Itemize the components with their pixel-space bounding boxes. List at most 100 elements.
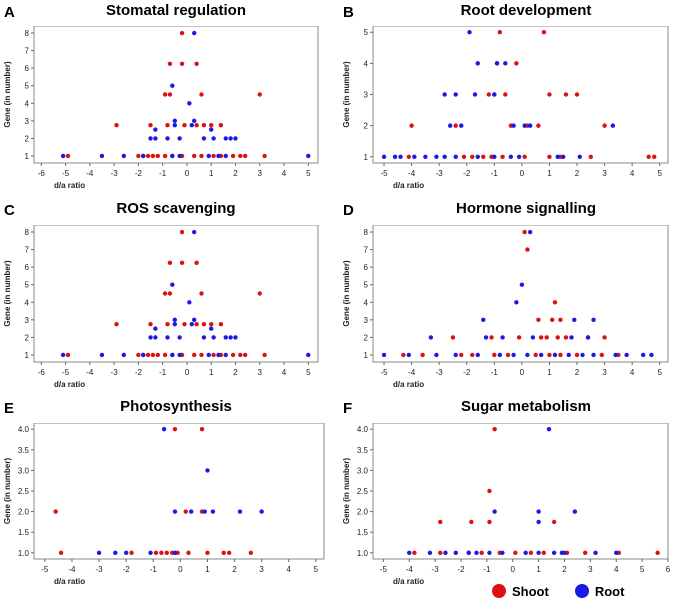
- panel-letter: F: [343, 400, 353, 417]
- shoot-point: [420, 352, 425, 358]
- chart-title: Stomatal regulation: [105, 2, 247, 19]
- shoot-point: [599, 352, 605, 358]
- x-tick-label: 0: [185, 368, 190, 377]
- shoot-point: [406, 154, 412, 159]
- plot-frame: [372, 26, 669, 164]
- shoot-point: [541, 550, 546, 556]
- shoot-point: [53, 509, 58, 514]
- root-point: [172, 317, 177, 323]
- x-tick-label: 2: [575, 169, 580, 178]
- root-point: [161, 426, 167, 432]
- root-point: [187, 101, 192, 106]
- shoot-point: [183, 509, 188, 514]
- root-point: [546, 426, 552, 432]
- shoot-point: [148, 123, 153, 128]
- shoot-point: [211, 352, 216, 358]
- root-point: [474, 550, 479, 556]
- x-tick-label: -3: [111, 169, 119, 178]
- panel-letter: A: [4, 4, 15, 21]
- shoot-point: [500, 154, 505, 159]
- chart-svg: -5 -4 -3 -2 -1 0 1 2 3 4 5 6 1.0 1.5 2.0 2.5 3.0 3.5 4.0 d/…: [342, 423, 671, 586]
- shoot-point: [182, 322, 187, 327]
- shoot-point: [226, 550, 232, 556]
- root-point: [487, 550, 492, 556]
- root-point: [511, 352, 516, 358]
- root-point: [189, 123, 194, 128]
- root-point: [572, 509, 578, 514]
- root-point: [412, 154, 417, 159]
- shoot-point: [199, 352, 204, 358]
- y-axis-label: Gene (in number): [342, 260, 351, 327]
- shoot-point: [230, 352, 236, 358]
- root-point: [211, 335, 216, 340]
- shoot-point: [503, 92, 508, 97]
- plot-frame: [33, 423, 325, 560]
- shoot-point: [461, 154, 467, 159]
- shoot-point: [655, 550, 660, 556]
- shoot-point: [528, 550, 534, 556]
- x-tick-label: -4: [408, 169, 416, 178]
- y-tick-label: 7: [364, 246, 369, 255]
- shoot-point: [541, 30, 547, 35]
- root-point: [206, 352, 211, 358]
- root-point: [216, 153, 221, 159]
- shoot-point: [646, 154, 651, 159]
- legend-root-label: Root: [594, 583, 625, 599]
- root-point: [208, 326, 214, 331]
- y-tick-label: 6: [25, 64, 30, 73]
- x-tick-label: 1: [536, 565, 541, 574]
- shoot-point: [479, 550, 484, 556]
- root-point: [538, 352, 544, 358]
- shoot-point: [165, 123, 170, 128]
- shoot-point: [582, 550, 588, 556]
- root-point: [201, 136, 207, 141]
- root-point: [443, 550, 448, 556]
- root-point: [228, 136, 233, 141]
- x-tick-label: -1: [159, 169, 167, 178]
- root-point: [148, 136, 153, 141]
- y-tick-label: 4.0: [357, 425, 369, 434]
- shoot-point: [262, 352, 267, 358]
- x-tick-label: 0: [511, 565, 516, 574]
- chart-title: ROS scavenging: [116, 200, 236, 217]
- y-tick-label: 4: [25, 99, 30, 108]
- root-point: [453, 154, 458, 159]
- root-point: [434, 352, 439, 358]
- shoot-point: [538, 335, 544, 340]
- x-tick-label: 4: [614, 565, 619, 574]
- root-point: [577, 154, 582, 159]
- shoot-point: [179, 260, 185, 265]
- y-tick-label: 5: [364, 281, 369, 290]
- root-point: [192, 229, 197, 235]
- y-axis-label: Gene (in number): [3, 61, 12, 128]
- root-point: [497, 352, 503, 358]
- root-point: [211, 136, 216, 141]
- x-tick-label: -5: [41, 565, 49, 574]
- chart-svg: -5 -4 -3 -2 -1 0 1 2 3 4 5 1.0 1.5 2.0 2.5 3.0 3.5 4.0 d/a…: [3, 423, 325, 586]
- shoot-point: [248, 550, 254, 556]
- y-tick-label: 3: [364, 316, 369, 325]
- shoot-point: [165, 322, 170, 327]
- shoot-point: [469, 519, 474, 525]
- root-point: [514, 300, 519, 305]
- root-point: [516, 154, 522, 159]
- root-point: [428, 335, 434, 340]
- root-point: [233, 335, 238, 340]
- shoot-point: [470, 352, 475, 358]
- x-tick-label: -3: [111, 368, 119, 377]
- root-point: [189, 322, 194, 327]
- shoot-point: [167, 61, 173, 66]
- x-axis-label: d/a ratio: [393, 577, 424, 586]
- shoot-point: [652, 154, 657, 159]
- x-tick-label: 4: [630, 169, 635, 178]
- shoot-point: [201, 322, 207, 327]
- legend-root-dot: [574, 584, 589, 598]
- shoot-point: [487, 488, 492, 494]
- shoot-point: [159, 550, 164, 556]
- x-tick-label: -2: [463, 368, 471, 377]
- x-tick-label: -4: [68, 565, 76, 574]
- root-point: [562, 550, 567, 556]
- y-tick-label: 7: [25, 47, 30, 56]
- y-tick-label: 5: [364, 28, 369, 37]
- shoot-point: [551, 519, 557, 525]
